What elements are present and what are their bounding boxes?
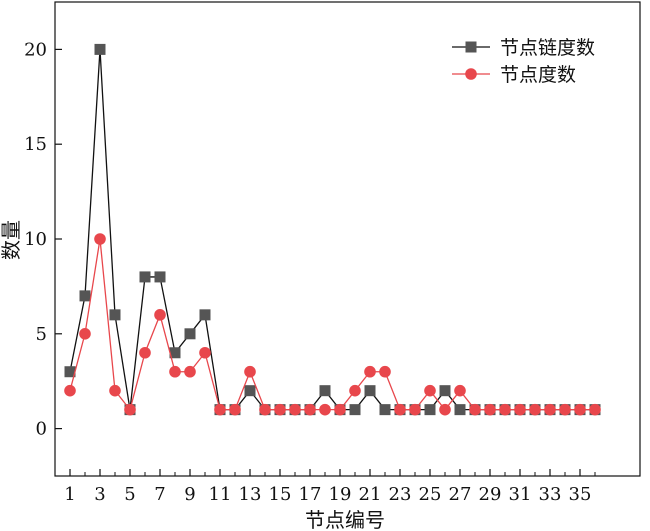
- data-point-square: [439, 385, 451, 397]
- data-point-circle: [409, 403, 421, 416]
- data-point-circle: [214, 403, 226, 416]
- data-point-circle: [139, 346, 151, 359]
- x-tick-label: 5: [124, 484, 135, 505]
- x-tick-label: 7: [154, 484, 165, 505]
- legend-label: 节点链度数: [500, 37, 595, 59]
- x-tick-label: 31: [509, 484, 532, 505]
- x-tick-label: 23: [389, 484, 412, 505]
- data-point-circle: [349, 384, 361, 397]
- x-tick-label: 35: [569, 484, 592, 505]
- data-point-circle: [94, 233, 106, 245]
- data-point-circle: [184, 365, 196, 378]
- data-point-square: [319, 385, 331, 397]
- data-point-square: [184, 328, 196, 340]
- data-point-circle: [64, 384, 76, 397]
- data-point-square: [154, 271, 166, 283]
- data-point-square: [169, 347, 181, 359]
- data-point-circle: [169, 365, 181, 378]
- x-tick-label: 19: [329, 484, 352, 505]
- data-point-circle: [109, 384, 121, 397]
- data-point-circle: [304, 403, 316, 416]
- x-tick-label: 15: [269, 484, 292, 505]
- x-tick-label: 3: [94, 484, 105, 505]
- data-point-circle: [589, 403, 601, 416]
- data-point-circle: [289, 403, 301, 416]
- x-tick-label: 27: [449, 484, 472, 505]
- data-point-square: [199, 309, 211, 321]
- legend-item: 节点链度数: [452, 37, 595, 59]
- data-point-square: [64, 366, 76, 378]
- data-point-circle: [244, 365, 256, 378]
- data-point-square: [109, 309, 121, 321]
- x-tick-label: 1: [64, 484, 75, 505]
- data-point-circle: [574, 403, 586, 416]
- data-point-circle: [79, 328, 91, 340]
- data-point-circle: [499, 403, 511, 416]
- data-point-circle: [559, 403, 571, 416]
- data-point-circle: [424, 384, 436, 397]
- legend-item: 节点度数: [452, 64, 576, 86]
- y-tick-label: 0: [36, 419, 47, 440]
- data-point-circle: [454, 384, 466, 397]
- x-tick-label: 29: [479, 484, 502, 505]
- data-point-circle: [439, 403, 451, 416]
- data-point-square: [454, 404, 466, 416]
- y-axis: 0 5 10 15 20: [24, 39, 62, 440]
- legend-marker-circle: [465, 68, 477, 80]
- data-point-circle: [484, 403, 496, 416]
- series-1: [64, 43, 601, 416]
- data-point-circle: [274, 403, 286, 416]
- legend-marker-square: [465, 41, 477, 53]
- x-tick-label: 13: [239, 484, 262, 505]
- data-point-square: [364, 385, 376, 397]
- data-point-circle: [364, 365, 376, 378]
- data-point-circle: [544, 403, 556, 416]
- legend-label: 节点度数: [500, 64, 576, 86]
- x-tick-label: 17: [299, 484, 322, 505]
- data-point-circle: [259, 403, 271, 416]
- x-tick-label: 9: [184, 484, 195, 505]
- data-point-square: [424, 404, 436, 416]
- data-point-square: [379, 404, 391, 416]
- y-axis-title: 数量: [0, 220, 23, 260]
- x-tick-label: 11: [209, 484, 232, 505]
- x-axis-title: 节点编号: [305, 508, 385, 531]
- data-point-square: [79, 290, 91, 302]
- data-point-square: [94, 43, 106, 55]
- data-point-circle: [334, 403, 346, 416]
- series-2: [64, 233, 601, 416]
- data-point-circle: [379, 365, 391, 378]
- x-tick-label: 21: [359, 484, 382, 505]
- y-tick-label: 10: [24, 229, 47, 250]
- data-point-circle: [469, 403, 481, 416]
- data-point-circle: [514, 403, 526, 416]
- data-point-circle: [229, 403, 241, 416]
- series-layer: [64, 43, 601, 416]
- x-tick-label: 25: [419, 484, 442, 505]
- y-tick-label: 5: [36, 324, 47, 345]
- x-axis: 1 3 5 7 9 11 13 15 17 19 21 23 25 27 29 31 33 35: [64, 469, 596, 505]
- data-point-circle: [394, 403, 406, 416]
- data-point-square: [244, 385, 256, 397]
- data-point-circle: [124, 403, 136, 416]
- series-line: [69, 238, 595, 412]
- data-point-circle: [154, 309, 166, 321]
- y-tick-label: 15: [24, 134, 47, 155]
- y-tick-label: 20: [24, 39, 47, 60]
- data-point-circle: [199, 346, 211, 359]
- x-tick-label: 33: [539, 484, 562, 505]
- data-point-square: [349, 404, 361, 416]
- data-point-circle: [529, 403, 541, 416]
- data-point-circle: [319, 403, 331, 416]
- data-point-square: [139, 271, 151, 283]
